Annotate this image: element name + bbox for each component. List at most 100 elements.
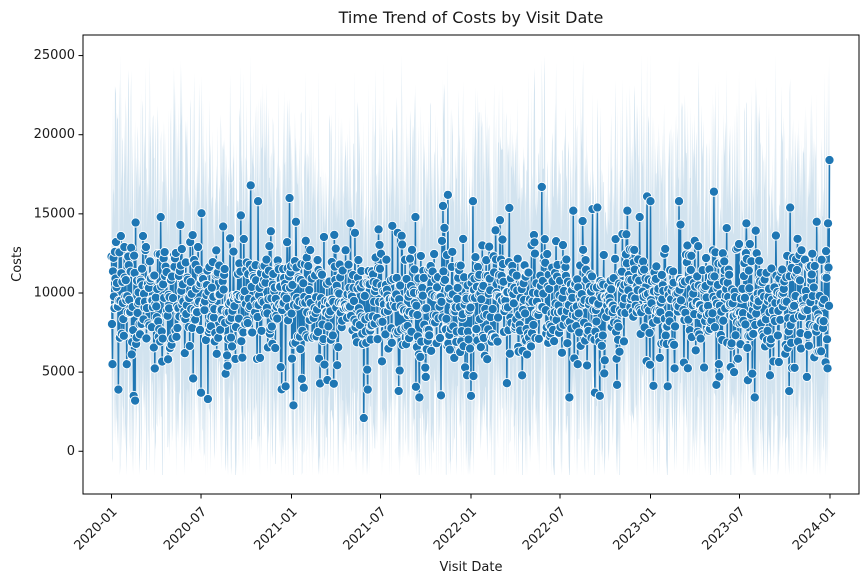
chart-title: Time Trend of Costs by Visit Date — [338, 8, 604, 27]
data-point — [802, 329, 813, 340]
data-point — [235, 210, 246, 221]
data-point — [699, 362, 710, 373]
data-point — [396, 230, 407, 241]
data-point — [614, 346, 625, 357]
data-point — [286, 308, 297, 319]
data-point — [442, 189, 453, 200]
data-point — [610, 253, 621, 264]
data-point — [794, 275, 806, 286]
data-point — [155, 211, 166, 223]
data-point — [718, 315, 729, 326]
data-point — [592, 202, 603, 213]
data-point — [654, 352, 665, 363]
data-point — [536, 181, 547, 192]
data-point — [744, 238, 755, 250]
data-point — [343, 259, 354, 270]
data-point — [740, 319, 751, 330]
data-point — [801, 371, 812, 382]
data-point — [574, 327, 585, 338]
data-point — [562, 338, 573, 349]
data-point — [508, 298, 519, 309]
data-point — [284, 192, 295, 204]
data-point — [141, 333, 152, 344]
data-point — [393, 385, 404, 397]
data-point — [733, 238, 745, 250]
data-point — [150, 292, 161, 303]
data-point — [237, 352, 248, 363]
data-point — [724, 269, 735, 280]
data-point — [644, 327, 655, 338]
data-point — [149, 363, 160, 374]
data-point — [539, 234, 550, 245]
data-point — [184, 340, 195, 352]
data-point — [648, 380, 659, 391]
data-point — [107, 359, 118, 370]
data-point — [106, 319, 118, 330]
data-point — [708, 186, 719, 197]
data-point — [695, 333, 706, 344]
data-point — [195, 387, 207, 398]
data-point — [542, 249, 553, 260]
data-point — [409, 264, 420, 275]
data-point — [729, 367, 740, 378]
data-point — [732, 353, 744, 364]
data-point — [501, 378, 512, 389]
data-point — [436, 296, 447, 307]
data-point — [669, 339, 680, 350]
data-point — [353, 254, 364, 266]
data-point — [660, 243, 671, 254]
data-point — [504, 348, 515, 359]
data-point — [286, 353, 298, 364]
data-point — [196, 208, 207, 219]
data-point — [394, 365, 405, 376]
data-point — [719, 256, 730, 267]
data-point — [806, 269, 817, 280]
data-point — [476, 294, 487, 305]
data-point — [115, 230, 126, 242]
data-point — [337, 265, 348, 276]
data-point — [785, 202, 796, 213]
data-point — [377, 316, 388, 327]
data-point — [219, 263, 230, 275]
data-point — [762, 325, 773, 336]
data-point — [137, 230, 149, 242]
data-point — [159, 247, 170, 258]
data-point — [211, 348, 222, 359]
data-point — [470, 252, 481, 263]
data-point — [821, 272, 832, 283]
data-point — [803, 340, 814, 351]
data-point — [597, 330, 608, 341]
data-point — [280, 381, 291, 392]
data-point — [747, 368, 758, 379]
data-point — [578, 244, 589, 255]
data-point — [362, 364, 373, 375]
data-point — [599, 368, 610, 379]
data-point — [242, 317, 253, 329]
confidence-band-layer — [111, 55, 830, 476]
data-point — [376, 356, 388, 367]
data-point — [816, 346, 827, 357]
data-point — [717, 248, 728, 259]
data-point — [140, 242, 151, 253]
data-point — [424, 330, 435, 341]
data-point — [187, 230, 198, 241]
data-point — [410, 381, 421, 392]
data-point — [701, 253, 712, 264]
data-point — [525, 341, 537, 352]
data-point — [452, 282, 463, 293]
data-point — [807, 248, 818, 259]
data-point — [707, 308, 718, 319]
data-point — [789, 300, 800, 311]
data-point — [596, 340, 607, 351]
data-point — [290, 216, 301, 227]
data-point — [222, 360, 233, 371]
data-point — [253, 196, 264, 207]
data-point — [193, 241, 204, 253]
data-point — [468, 370, 479, 382]
data-point — [568, 205, 579, 216]
data-point — [809, 261, 820, 272]
data-point — [288, 400, 299, 411]
data-point — [494, 215, 506, 226]
data-point — [313, 326, 324, 337]
data-point — [228, 246, 239, 257]
